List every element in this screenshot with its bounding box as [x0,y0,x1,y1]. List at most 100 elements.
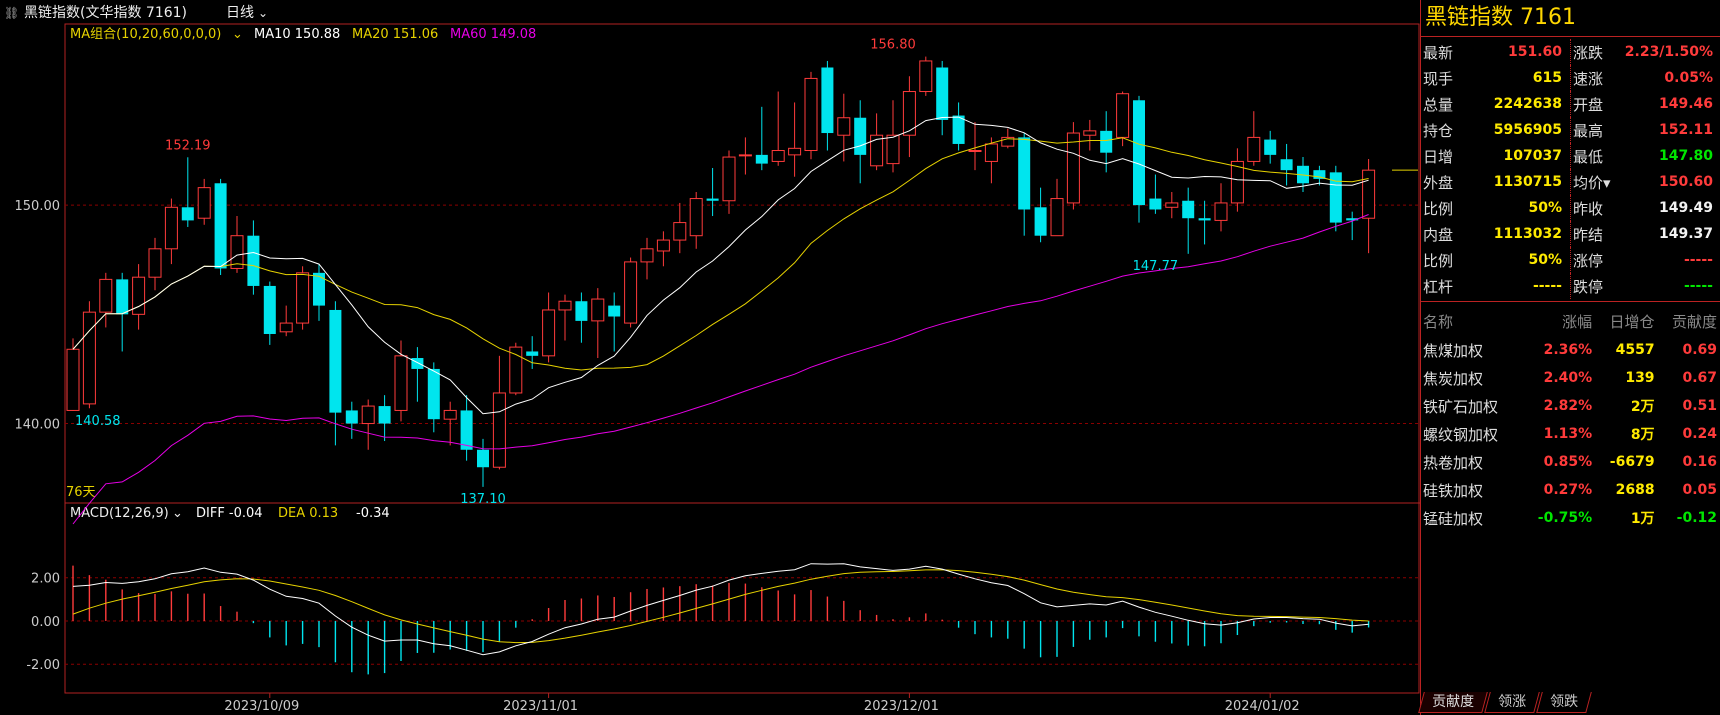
quote-value: 1130715 [1493,174,1562,190]
candle-body [870,134,884,167]
candle [214,178,227,276]
candle-body [640,248,654,263]
date-tick-label: 2023/12/01 [864,699,939,714]
quote-grid: 最新 151.60 涨跌 2.23/1.50% 现手 615 速涨 0.05% 总量 224263… [1421,37,1720,302]
candle [591,288,605,359]
candle [313,264,325,321]
candle-body [263,285,276,334]
ma-legend-label[interactable]: MA组合(10,20,60,0,0,0) [70,27,221,42]
column-header[interactable]: 名称 [1423,312,1454,331]
candle-body [427,368,440,420]
candle [361,399,375,450]
candle-body [575,301,588,321]
quote-value: 50% [1528,252,1562,268]
chevron-down-icon[interactable]: ⌄ [172,506,183,521]
quote-label: 最新 [1423,43,1454,62]
quote-row: 总量 2242638 [1421,91,1571,117]
candle-body [492,392,506,468]
candle-body [526,351,539,356]
tab-top-losers[interactable]: 领跌 [1536,692,1592,713]
candle-body [738,154,752,157]
table-row[interactable]: 锰硅加权 -0.75% 1万 -0.12 [1421,504,1720,532]
quote-row: 均价▾ 150.60 [1571,169,1720,195]
component-name: 铁矿石加权 [1423,397,1499,416]
candle [640,237,654,280]
candle-body [394,355,408,411]
chevron-down-icon[interactable]: ⌄ [258,6,268,20]
component-oi-change: 139 [1625,370,1655,386]
component-contribution: 0.24 [1682,426,1717,442]
candle [329,301,342,446]
kline-chart[interactable]: ⛓ 黑链指数(文华指数 7161) 日线 ⌄ MA组合(10,20,60,0,0… [0,0,1420,715]
candle [1133,95,1145,223]
quote-value: 2.23/1.50% [1624,44,1713,60]
component-table: 名称 涨幅 日增仓 贡献度 焦煤加权 2.36% 4557 0.69 焦炭加权 2.40% 139… [1421,306,1720,532]
macd-legend-label[interactable]: MACD(12,26,9) [70,506,169,521]
candle [575,292,588,343]
candle-body [1083,130,1097,136]
candle-body [116,279,129,315]
candle-body [624,261,638,324]
candle-body [164,206,178,250]
quote-label: 开盘 [1573,95,1604,114]
component-change: 0.85% [1543,454,1593,470]
candle-body [952,115,965,144]
candle [164,198,178,265]
candle-body [1001,136,1015,147]
candle-body [1018,137,1031,210]
table-row[interactable]: 热卷加权 0.85% -6679 0.16 [1421,448,1720,476]
candle-body [591,298,605,322]
table-row[interactable]: 焦炭加权 2.40% 139 0.67 [1421,364,1720,392]
column-header[interactable]: 贡献度 [1671,312,1717,331]
candle-body [1247,136,1261,162]
quote-label: 最高 [1573,121,1604,140]
candle-body [558,300,572,311]
price-tick-label: 140.00 [15,418,61,433]
candle-body [345,410,358,424]
panel-tabs: 贡献度 领涨 领跌 [1418,692,1592,713]
candle [345,401,358,439]
candle [82,301,96,409]
macd-legend: MACD(12,26,9) ⌄ DIFF -0.04 DEA 0.13 -0.3… [70,506,390,521]
tab-contribution[interactable]: 贡献度 [1418,692,1488,713]
table-row[interactable]: 焦煤加权 2.36% 4557 0.69 [1421,336,1720,364]
candle-body [1264,139,1277,155]
link-icon[interactable]: ⛓ [4,6,19,20]
quote-row: 最新 151.60 [1421,39,1571,65]
candle-body [1313,170,1326,179]
table-row[interactable]: 铁矿石加权 2.82% 2万 0.51 [1421,392,1720,420]
chevron-down-icon[interactable]: ⌄ [232,27,243,42]
component-oi-change: 8万 [1630,427,1655,443]
date-tick-label: 2023/11/01 [503,699,578,714]
candle-body [1362,169,1376,219]
column-header[interactable]: 日增仓 [1609,312,1655,331]
candle [181,157,194,227]
chart-frame [64,23,1420,694]
component-name: 焦炭加权 [1423,369,1484,388]
candle [1018,133,1031,236]
tab-label: 贡献度 [1432,694,1475,710]
candle [247,220,260,295]
component-name: 螺纹钢加权 [1423,425,1499,444]
table-row[interactable]: 硅铁加权 0.27% 2688 0.05 [1421,476,1720,504]
period-selector[interactable]: 日线 [226,5,254,21]
candle [1149,174,1162,214]
quote-value: 149.46 [1658,96,1713,112]
component-name: 锰硅加权 [1423,509,1484,528]
candle-body [656,239,670,252]
quote-label: 均价▾ [1573,173,1611,192]
tab-top-gainers[interactable]: 领涨 [1484,692,1540,713]
component-name: 焦煤加权 [1423,341,1484,360]
component-oi-change: 4557 [1615,342,1655,358]
table-row[interactable]: 螺纹钢加权 1.13% 8万 0.24 [1421,420,1720,448]
candle [1280,143,1293,186]
date-tick-label: 2023/10/09 [224,699,299,714]
chart-title: 黑链指数(文华指数 7161) [24,5,187,21]
candle-body [378,406,391,424]
candle-body [361,405,375,425]
candle-body [279,322,293,333]
candle [984,137,998,184]
candle-body [1230,160,1244,204]
quote-row: 比例 50% [1421,247,1571,273]
column-header[interactable]: 涨幅 [1562,312,1593,331]
